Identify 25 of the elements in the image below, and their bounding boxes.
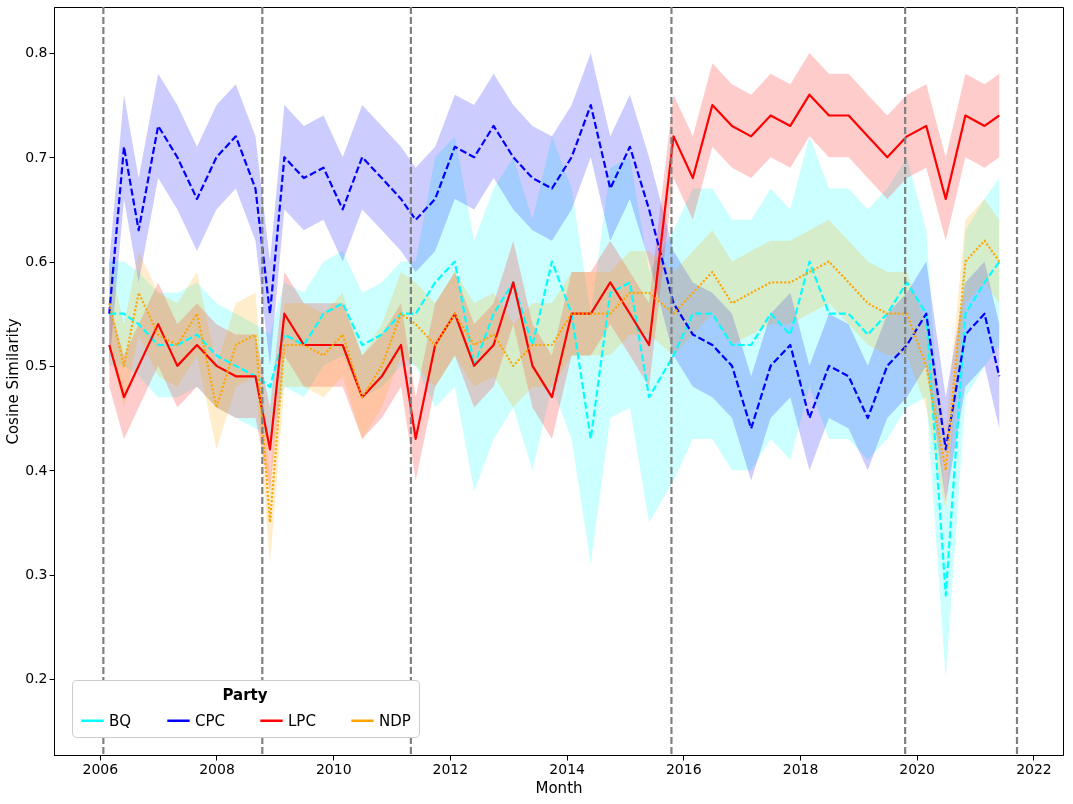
line-series — [108, 239, 1001, 524]
x-tick-label: 2010 — [315, 760, 352, 777]
y-tick-label: 0.8 — [25, 44, 48, 61]
y-tick-label: 0.7 — [25, 148, 48, 165]
legend-label: NDP — [379, 711, 411, 730]
x-tick-label: 2006 — [82, 760, 119, 777]
y-tick-label: 0.6 — [25, 253, 48, 270]
y-axis-title: Cosine Similarity — [4, 318, 23, 445]
legend-label: LPC — [288, 711, 316, 730]
legend-label: CPC — [195, 711, 225, 730]
x-tick-label: 2018 — [782, 760, 819, 777]
x-tick-label: 2020 — [899, 760, 935, 777]
x-tick-label: 2014 — [549, 760, 586, 777]
x-tick-label: 2022 — [1016, 760, 1052, 777]
y-tick-label: 0.5 — [25, 357, 48, 374]
x-tick-label: 2016 — [665, 760, 702, 777]
legend-label: BQ — [109, 711, 132, 730]
line-series — [108, 260, 1001, 597]
y-tick-label: 0.3 — [25, 566, 48, 583]
y-tick-label: 0.4 — [25, 461, 48, 478]
y-tick-label: 0.2 — [25, 670, 48, 687]
x-axis-title: Month — [535, 778, 583, 797]
x-tick-label: 2012 — [432, 760, 469, 777]
legend-title: Party — [222, 686, 268, 704]
x-tick-label: 2008 — [199, 760, 235, 777]
